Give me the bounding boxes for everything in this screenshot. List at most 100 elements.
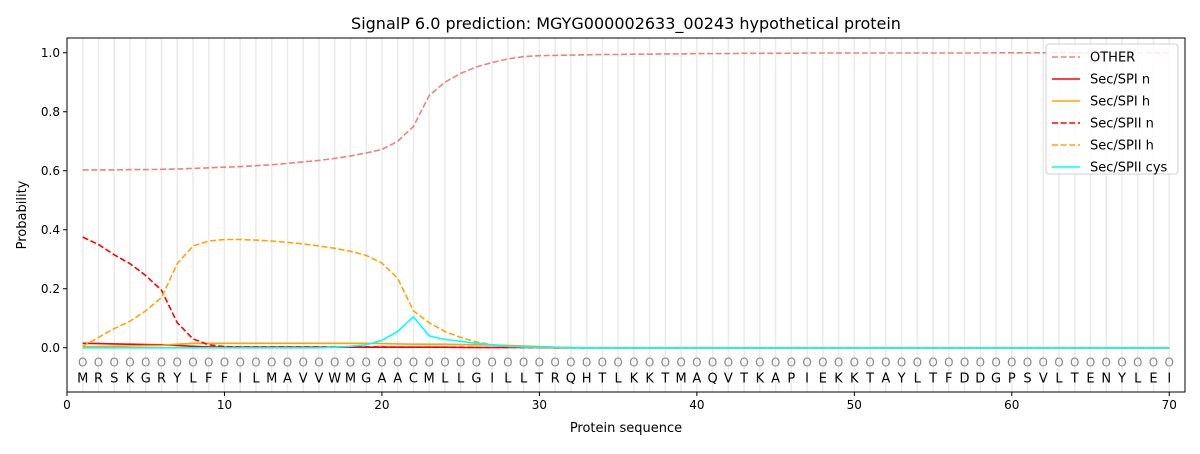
x-axis-label: Protein sequence	[570, 421, 682, 436]
residue-label: M	[77, 371, 88, 386]
residue-label: K	[126, 371, 135, 386]
residue-label: E	[1149, 371, 1157, 386]
x-axis-ticks: 0 10 20 30 40 50 60 70	[63, 392, 1177, 412]
residue-label: G	[471, 371, 481, 386]
annotation-marker: O	[708, 356, 717, 370]
residue-label: R	[94, 371, 103, 386]
annotation-marker: O	[503, 356, 512, 370]
annotation-marker: O	[204, 356, 213, 370]
annotation-marker: O	[976, 356, 985, 370]
annotation-marker: O	[519, 356, 528, 370]
annotation-marker: O	[1102, 356, 1111, 370]
annotation-marker: O	[157, 356, 166, 370]
series-line-sec-spii-cys	[82, 315, 1170, 349]
residue-label: I	[805, 371, 809, 386]
residue-label: L	[441, 371, 449, 386]
y-axis-ticks: 0.0 0.2 0.4 0.6 0.8 1.0	[41, 46, 67, 355]
annotation-marker: O	[1117, 356, 1126, 370]
series-lines	[82, 51, 1170, 349]
annotation-marker: O	[1086, 356, 1095, 370]
residue-label: W	[328, 371, 341, 386]
residue-label: P	[1008, 371, 1016, 386]
residue-label: I	[1167, 371, 1171, 386]
annotation-marker: O	[661, 356, 670, 370]
residue-label: T	[739, 371, 748, 386]
legend-label: Sec/SPI h	[1090, 95, 1150, 110]
y-tick-label: 0.8	[41, 105, 60, 119]
x-tick-label: 20	[374, 398, 389, 412]
y-axis-label: Probability	[15, 180, 30, 249]
residue-label: K	[756, 371, 765, 386]
annotation-marker: O	[598, 356, 607, 370]
residue-label: M	[266, 371, 277, 386]
residue-label: Y	[1117, 371, 1126, 386]
residue-label: A	[692, 371, 701, 386]
annotation-marker: O	[377, 356, 386, 370]
legend-label: Sec/SPII cys	[1090, 161, 1168, 176]
annotation-marker: O	[314, 356, 323, 370]
residue-label: T	[597, 371, 606, 386]
residue-label: V	[314, 371, 323, 386]
annotation-marker: O	[818, 356, 827, 370]
annotation-marker: O	[755, 356, 764, 370]
residue-label: L	[252, 371, 260, 386]
residue-annotations: OMOROSOKOGOROYOLOFOFOIOLOMOAOVOVOWOMOGOA…	[77, 356, 1174, 387]
series-line-sec-spii-h	[82, 238, 1170, 349]
annotation-marker: O	[78, 356, 87, 370]
residue-label: V	[724, 371, 733, 386]
annotation-marker: O	[472, 356, 481, 370]
residue-label: L	[520, 371, 528, 386]
residue-label: A	[283, 371, 292, 386]
annotation-marker: O	[346, 356, 355, 370]
residue-label: M	[424, 371, 435, 386]
residue-label: A	[881, 371, 890, 386]
chart-title: SignalP 6.0 prediction: MGYG000002633_00…	[351, 14, 901, 34]
annotation-marker: O	[393, 356, 402, 370]
legend-label: Sec/SPI n	[1090, 73, 1150, 88]
residue-label: H	[582, 371, 592, 386]
residue-label: V	[299, 371, 308, 386]
annotation-marker: O	[834, 356, 843, 370]
annotation-marker: O	[251, 356, 260, 370]
residue-label: T	[928, 371, 937, 386]
annotation-marker: O	[220, 356, 229, 370]
y-tick-label: 0.4	[41, 223, 60, 237]
residue-label: K	[645, 371, 654, 386]
annotation-marker: O	[141, 356, 150, 370]
annotation-marker: O	[94, 356, 103, 370]
annotation-marker: O	[1165, 356, 1174, 370]
residue-label: Q	[707, 371, 717, 386]
residue-label: M	[676, 371, 687, 386]
annotation-marker: O	[771, 356, 780, 370]
annotation-marker: O	[298, 356, 307, 370]
residue-label: A	[377, 371, 386, 386]
annotation-marker: O	[125, 356, 134, 370]
annotation-marker: O	[535, 356, 544, 370]
residue-label: L	[457, 371, 465, 386]
y-tick-label: 0.2	[41, 282, 60, 296]
residue-label: F	[945, 371, 952, 386]
annotation-marker: O	[645, 356, 654, 370]
annotation-marker: O	[787, 356, 796, 370]
annotation-marker: O	[283, 356, 292, 370]
residue-label: M	[345, 371, 356, 386]
residue-label: E	[1086, 371, 1094, 386]
x-tick-label: 70	[1162, 398, 1177, 412]
residue-label: A	[771, 371, 780, 386]
residue-label: N	[1101, 371, 1111, 386]
annotation-marker: O	[676, 356, 685, 370]
residue-label: I	[238, 371, 242, 386]
annotation-marker: O	[582, 356, 591, 370]
residue-label: P	[787, 371, 795, 386]
annotation-marker: O	[409, 356, 418, 370]
legend-label: Sec/SPII n	[1090, 117, 1154, 132]
annotation-marker: O	[1023, 356, 1032, 370]
annotation-marker: O	[1133, 356, 1142, 370]
residue-label: T	[1070, 371, 1079, 386]
plot-frame	[66, 37, 1186, 393]
annotation-marker: O	[188, 356, 197, 370]
residue-label: L	[189, 371, 197, 386]
y-tick-label: 1.0	[41, 46, 60, 60]
x-tick-label: 50	[847, 398, 862, 412]
x-tick-label: 30	[532, 398, 547, 412]
